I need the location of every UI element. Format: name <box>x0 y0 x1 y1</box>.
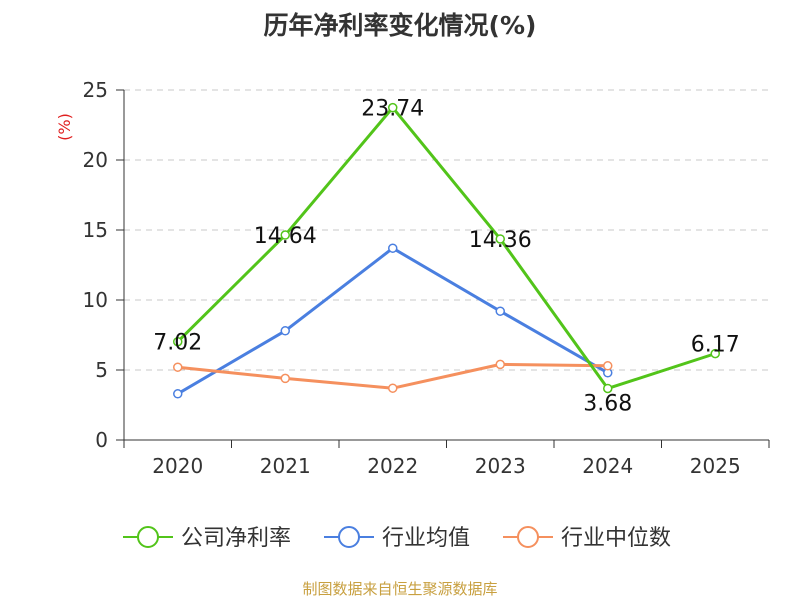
data-label: 14.36 <box>469 228 532 253</box>
data-label: 23.74 <box>361 97 424 122</box>
legend-marker <box>338 526 360 548</box>
legend[interactable]: 公司净利率 行业均值 行业中位数 <box>123 526 671 551</box>
legend-label: 行业中位数 <box>561 526 671 551</box>
chart-title: 历年净利率变化情况(%) <box>264 11 537 40</box>
legend-label: 公司净利率 <box>181 526 291 551</box>
data-label: 3.68 <box>583 391 632 416</box>
source-footer: 制图数据来自恒生聚源数据库 <box>302 580 497 598</box>
data-label: 7.02 <box>153 331 202 356</box>
data-point-0 <box>710 348 720 359</box>
series-line-1 <box>176 246 609 396</box>
data-label: 14.64 <box>254 224 317 249</box>
legend-marker <box>517 526 539 548</box>
data-point-1 <box>173 389 183 399</box>
legend-label: 行业均值 <box>382 526 470 551</box>
data-point-0 <box>603 383 613 394</box>
data-point-0 <box>280 230 290 240</box>
y-tick-label: 25 <box>83 78 108 102</box>
data-point-2 <box>603 361 613 371</box>
data-point-1 <box>280 326 290 336</box>
gridlines <box>124 89 769 371</box>
legend-marker <box>137 526 159 548</box>
y-tick-label: 15 <box>83 218 108 242</box>
legend-item-2[interactable]: 行业中位数 <box>503 526 671 551</box>
data-point-2 <box>280 373 290 384</box>
y-tick-label: 10 <box>83 288 108 312</box>
data-point-0 <box>388 102 398 113</box>
x-tick-label: 2020 <box>152 454 203 478</box>
x-tick-label: 2021 <box>260 454 311 478</box>
data-point-1 <box>388 243 398 253</box>
series-lines <box>173 102 720 399</box>
data-point-2 <box>173 362 183 372</box>
x-tick-label: 2024 <box>582 454 633 478</box>
y-tick-label: 0 <box>95 428 108 452</box>
y-tick-label: 20 <box>83 148 108 172</box>
data-point-1 <box>495 306 505 316</box>
y-tick-label: 5 <box>95 358 108 382</box>
series-line-0 <box>176 106 716 390</box>
legend-item-0[interactable]: 公司净利率 <box>123 526 291 551</box>
legend-item-1[interactable]: 行业均值 <box>324 526 470 551</box>
data-point-0 <box>495 234 505 244</box>
data-label: 6.17 <box>691 333 740 358</box>
y-axis-label: (%) <box>55 113 74 141</box>
data-point-2 <box>388 383 398 393</box>
x-tick-label: 2025 <box>690 454 741 478</box>
x-tick-label: 2022 <box>367 454 418 478</box>
x-tick-label: 2023 <box>475 454 526 478</box>
data-point-0 <box>173 336 183 347</box>
data-point-2 <box>495 359 505 370</box>
data-labels: 7.02 14.64 23.74 14.36 3.68 6.17 <box>153 97 739 417</box>
